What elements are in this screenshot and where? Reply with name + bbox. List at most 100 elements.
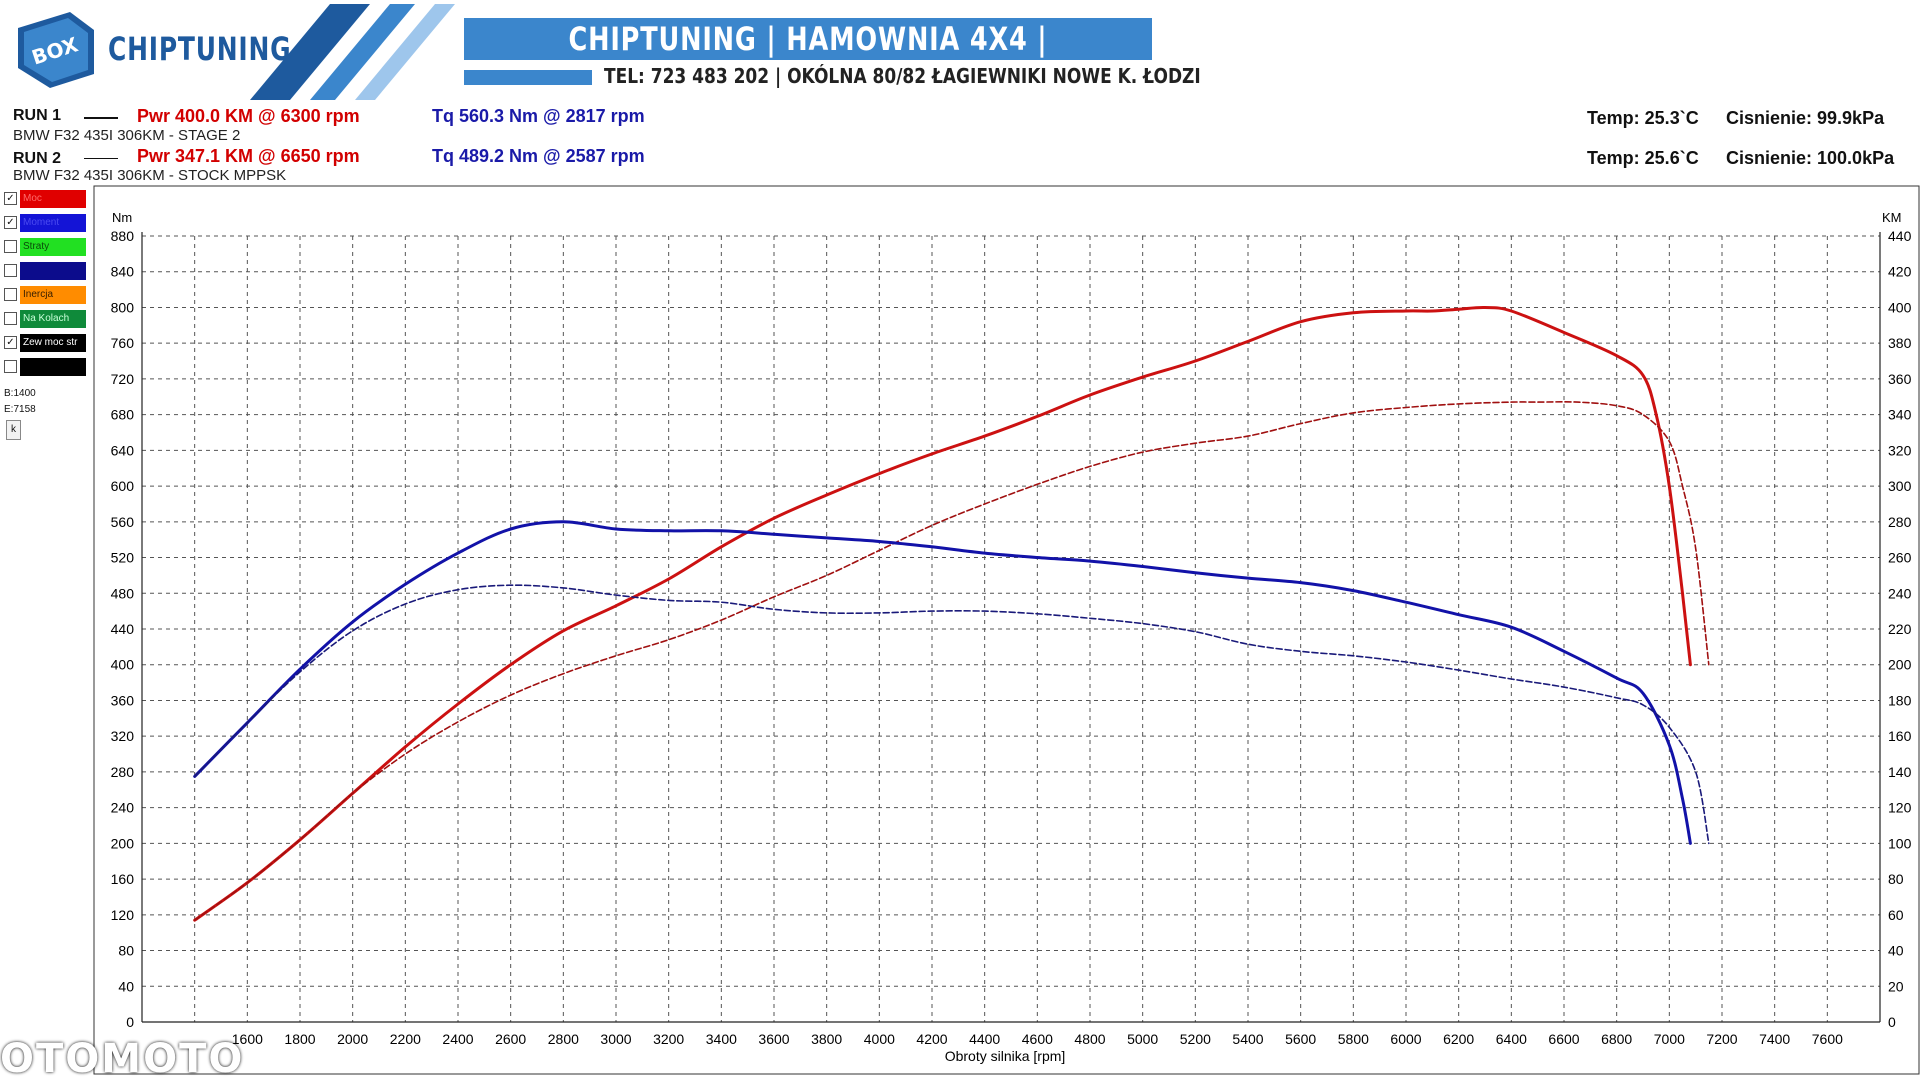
y-tick-label: 360: [111, 692, 135, 708]
x-tick-label: 5800: [1338, 1031, 1369, 1047]
x-tick-label: 5000: [1127, 1031, 1158, 1047]
x-axis-label: Obroty silnika [rpm]: [945, 1048, 1066, 1064]
legend-checkbox[interactable]: ✓: [4, 216, 17, 229]
run1-torque: Tq 560.3 Nm @ 2817 rpm: [432, 106, 645, 126]
x-tick-label: 6000: [1390, 1031, 1421, 1047]
run1-temp: Temp: 25.3`C: [1587, 108, 1699, 128]
run1-pressure: Cisnienie: 99.9kPa: [1726, 108, 1885, 128]
y-tick-label: 600: [111, 478, 135, 494]
run1-line-sample: [84, 117, 118, 119]
y-tick-label: 440: [111, 621, 135, 637]
y-tick-label: 720: [111, 371, 135, 387]
y-right-tick-label: 180: [1888, 692, 1912, 708]
x-tick-label: 3200: [653, 1031, 684, 1047]
run2-car: BMW F32 435I 306KM - STOCK MPPSK: [13, 167, 287, 184]
legend-label: Na Kolach: [20, 310, 86, 328]
y-right-tick-label: 400: [1888, 299, 1912, 315]
legend-label: Zew moc str: [20, 334, 86, 352]
x-tick-label: 3800: [811, 1031, 842, 1047]
run2-torque: Tq 489.2 Nm @ 2587 rpm: [432, 146, 645, 166]
x-tick-label: 7000: [1654, 1031, 1685, 1047]
run2-power: Pwr 347.1 KM @ 6650 rpm: [137, 146, 360, 166]
x-tick-label: 3000: [600, 1031, 631, 1047]
banner: CHIPTUNING | HAMOWNIA 4X4 | SERWIS OPF D…: [464, 18, 1152, 100]
legend-label: [20, 262, 86, 280]
k-button[interactable]: k: [6, 420, 21, 440]
power-curve: [193, 305, 1692, 922]
x-tick-label: 2800: [548, 1031, 579, 1047]
y-right-tick-label: 280: [1888, 514, 1912, 530]
x-tick-label: 2000: [337, 1031, 368, 1047]
y-right-tick-label: 420: [1888, 264, 1912, 280]
brand-name: CHIPTUNING: [108, 30, 292, 68]
legend-checkbox[interactable]: [4, 264, 17, 277]
x-tick-label: 5400: [1232, 1031, 1263, 1047]
legend-item[interactable]: ✓ Moment: [2, 214, 88, 232]
y-tick-label: 640: [111, 442, 135, 458]
legend-item[interactable]: Inercja: [2, 286, 88, 304]
y-right-tick-label: 140: [1888, 764, 1912, 780]
legend-item[interactable]: [2, 262, 88, 280]
legend-checkbox[interactable]: ✓: [4, 336, 17, 349]
y-tick-label: 400: [111, 657, 135, 673]
x-tick-label: 4800: [1074, 1031, 1105, 1047]
run1-power: Pwr 400.0 KM @ 6300 rpm: [137, 106, 360, 126]
x-tick-label: 7400: [1759, 1031, 1790, 1047]
legend-label: Inercja: [20, 286, 86, 304]
legend-item[interactable]: ✓ Zew moc str: [2, 334, 88, 352]
brand-stripes: [250, 4, 455, 100]
legend-item[interactable]: [2, 358, 88, 376]
x-tick-label: 4000: [864, 1031, 895, 1047]
run2-pressure: Cisnienie: 100.0kPa: [1726, 148, 1895, 168]
legend-checkbox[interactable]: [4, 240, 17, 253]
y-right-tick-label: 440: [1888, 228, 1912, 244]
y-right-tick-label: 40: [1888, 943, 1904, 959]
y-right-tick-label: 300: [1888, 478, 1912, 494]
x-tick-label: 4200: [916, 1031, 947, 1047]
x-tick-label: 6600: [1548, 1031, 1579, 1047]
legend-item[interactable]: Na Kolach: [2, 310, 88, 328]
y-right-tick-label: 340: [1888, 407, 1912, 423]
legend-checkbox[interactable]: [4, 360, 17, 373]
y-tick-label: 800: [111, 299, 135, 315]
y-tick-label: 760: [111, 335, 135, 351]
x-tick-label: 2400: [442, 1031, 473, 1047]
y-axis-ticks: 0 40 80 120 160 200 240 280 320 360 400 440 480 520 56…: [111, 228, 135, 1030]
x-tick-label: 2200: [390, 1031, 421, 1047]
contact-info: TEL: 723 483 202 | OKÓLNA 80/82 ŁAGIEWNI…: [604, 64, 1201, 88]
y-tick-label: 560: [111, 514, 135, 530]
y-tick-label: 120: [111, 907, 135, 923]
y-axis-right-ticks: 0 20 40 60 80 100 120 140 160 180 200 220 240 260 280 3…: [1888, 228, 1912, 1030]
y-tick-label: 880: [111, 228, 135, 244]
chart-frame: [93, 185, 1920, 1075]
run2-line-sample: [84, 158, 118, 159]
legend-label: Moc: [20, 190, 86, 208]
run1-label: RUN 1: [13, 107, 62, 124]
y-tick-label: 240: [111, 800, 135, 816]
y-tick-label: 80: [118, 943, 134, 959]
watermark: OTOMOTO: [0, 1036, 245, 1082]
x-tick-label: 6800: [1601, 1031, 1632, 1047]
legend-label: Straty: [20, 238, 86, 256]
y-axis-right-label: KM: [1882, 210, 1902, 225]
legend-item[interactable]: Straty: [2, 238, 88, 256]
y-right-tick-label: 260: [1888, 550, 1912, 566]
legend-checkbox[interactable]: [4, 288, 17, 301]
y-right-tick-label: 100: [1888, 835, 1912, 851]
legend-item[interactable]: ✓ Moc: [2, 190, 88, 208]
y-tick-label: 680: [111, 407, 135, 423]
x-tick-label: 5600: [1285, 1031, 1316, 1047]
x-tick-label: 7600: [1812, 1031, 1843, 1047]
y-right-tick-label: 320: [1888, 442, 1912, 458]
y-tick-label: 520: [111, 550, 135, 566]
y-tick-label: 480: [111, 585, 135, 601]
x-tick-label: 5200: [1180, 1031, 1211, 1047]
x-tick-label: 3600: [758, 1031, 789, 1047]
y-right-tick-label: 160: [1888, 728, 1912, 744]
legend-checkbox[interactable]: [4, 312, 17, 325]
run2-label: RUN 2: [13, 150, 62, 167]
legend-checkbox[interactable]: ✓: [4, 192, 17, 205]
banner-text: CHIPTUNING | HAMOWNIA 4X4 | SERWIS OPF D…: [568, 20, 1048, 100]
torque-curve: [193, 520, 1692, 845]
